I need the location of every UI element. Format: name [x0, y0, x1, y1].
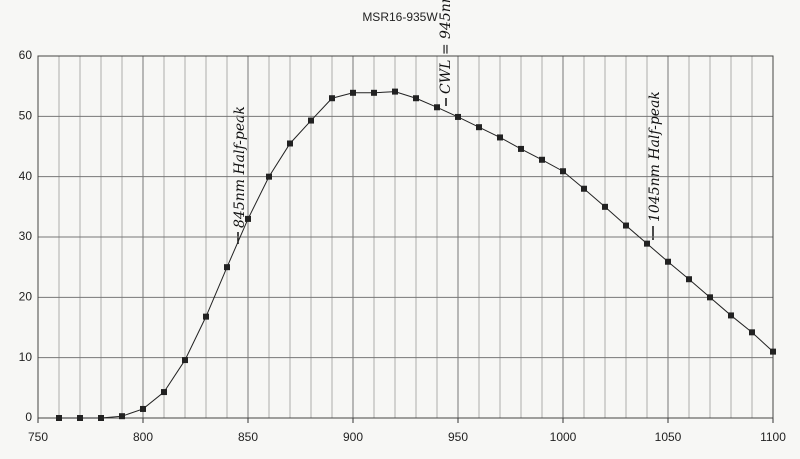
- data-point: [770, 348, 776, 355]
- data-point: [728, 312, 734, 319]
- x-tick-label: 950: [448, 430, 468, 444]
- data-point: [224, 264, 230, 271]
- annotations: 845nm Half-peak CWL = 945nm 1045nm Half-…: [232, 0, 663, 244]
- data-point: [413, 95, 419, 102]
- y-tick-label: 30: [19, 229, 33, 243]
- data-point: [77, 415, 83, 421]
- data-point: [266, 173, 272, 180]
- data-point: [455, 113, 461, 120]
- y-tick-label: 50: [19, 109, 33, 123]
- data-point: [602, 203, 608, 210]
- data-point: [140, 405, 146, 412]
- annotation: CWL = 945nm: [438, 0, 454, 94]
- data-point: [434, 104, 440, 111]
- data-point: [287, 140, 293, 147]
- x-tick-label: 900: [343, 430, 363, 444]
- chart-title: MSR16-935W: [362, 10, 438, 24]
- data-point: [560, 168, 566, 175]
- annotation: 845nm Half-peak: [232, 106, 248, 228]
- x-tick-label: 850: [238, 430, 258, 444]
- y-tick-label: 40: [19, 169, 33, 183]
- data-point: [392, 88, 398, 95]
- y-tick-label: 20: [19, 290, 33, 304]
- plot-frame: [37, 55, 774, 419]
- x-tick-label: 1000: [550, 430, 577, 444]
- x-tick-label: 1050: [655, 430, 682, 444]
- data-point: [245, 215, 251, 222]
- x-tick-label: 1100: [760, 430, 786, 444]
- data-point: [476, 124, 482, 131]
- data-point: [665, 258, 671, 265]
- data-point: [98, 415, 104, 421]
- data-point: [644, 240, 650, 247]
- data-point: [350, 89, 356, 96]
- data-point: [308, 117, 314, 124]
- data-point: [329, 95, 335, 102]
- data-point: [161, 389, 167, 396]
- data-point: [182, 357, 188, 364]
- data-point: [518, 145, 524, 152]
- data-point: [203, 313, 209, 320]
- plot: 0 10 20 30 40 50 60 750 800 850 900 950 1000 1050 1100: [19, 48, 787, 444]
- data-point: [581, 185, 587, 192]
- data-point: [686, 276, 692, 283]
- x-tick-label: 750: [28, 430, 48, 444]
- data-point: [749, 329, 755, 336]
- data-point: [56, 415, 62, 421]
- data-point: [497, 134, 503, 141]
- data-point: [707, 294, 713, 301]
- x-tick-label: 800: [133, 430, 153, 444]
- y-tick-label: 60: [19, 48, 33, 62]
- data-point: [119, 413, 125, 420]
- y-tick-label: 10: [19, 350, 33, 364]
- data-point: [623, 222, 629, 229]
- data-point: [371, 89, 377, 96]
- y-tick-label: 0: [25, 410, 32, 424]
- data-point: [539, 156, 545, 163]
- annotation: 1045nm Half-peak: [647, 91, 663, 222]
